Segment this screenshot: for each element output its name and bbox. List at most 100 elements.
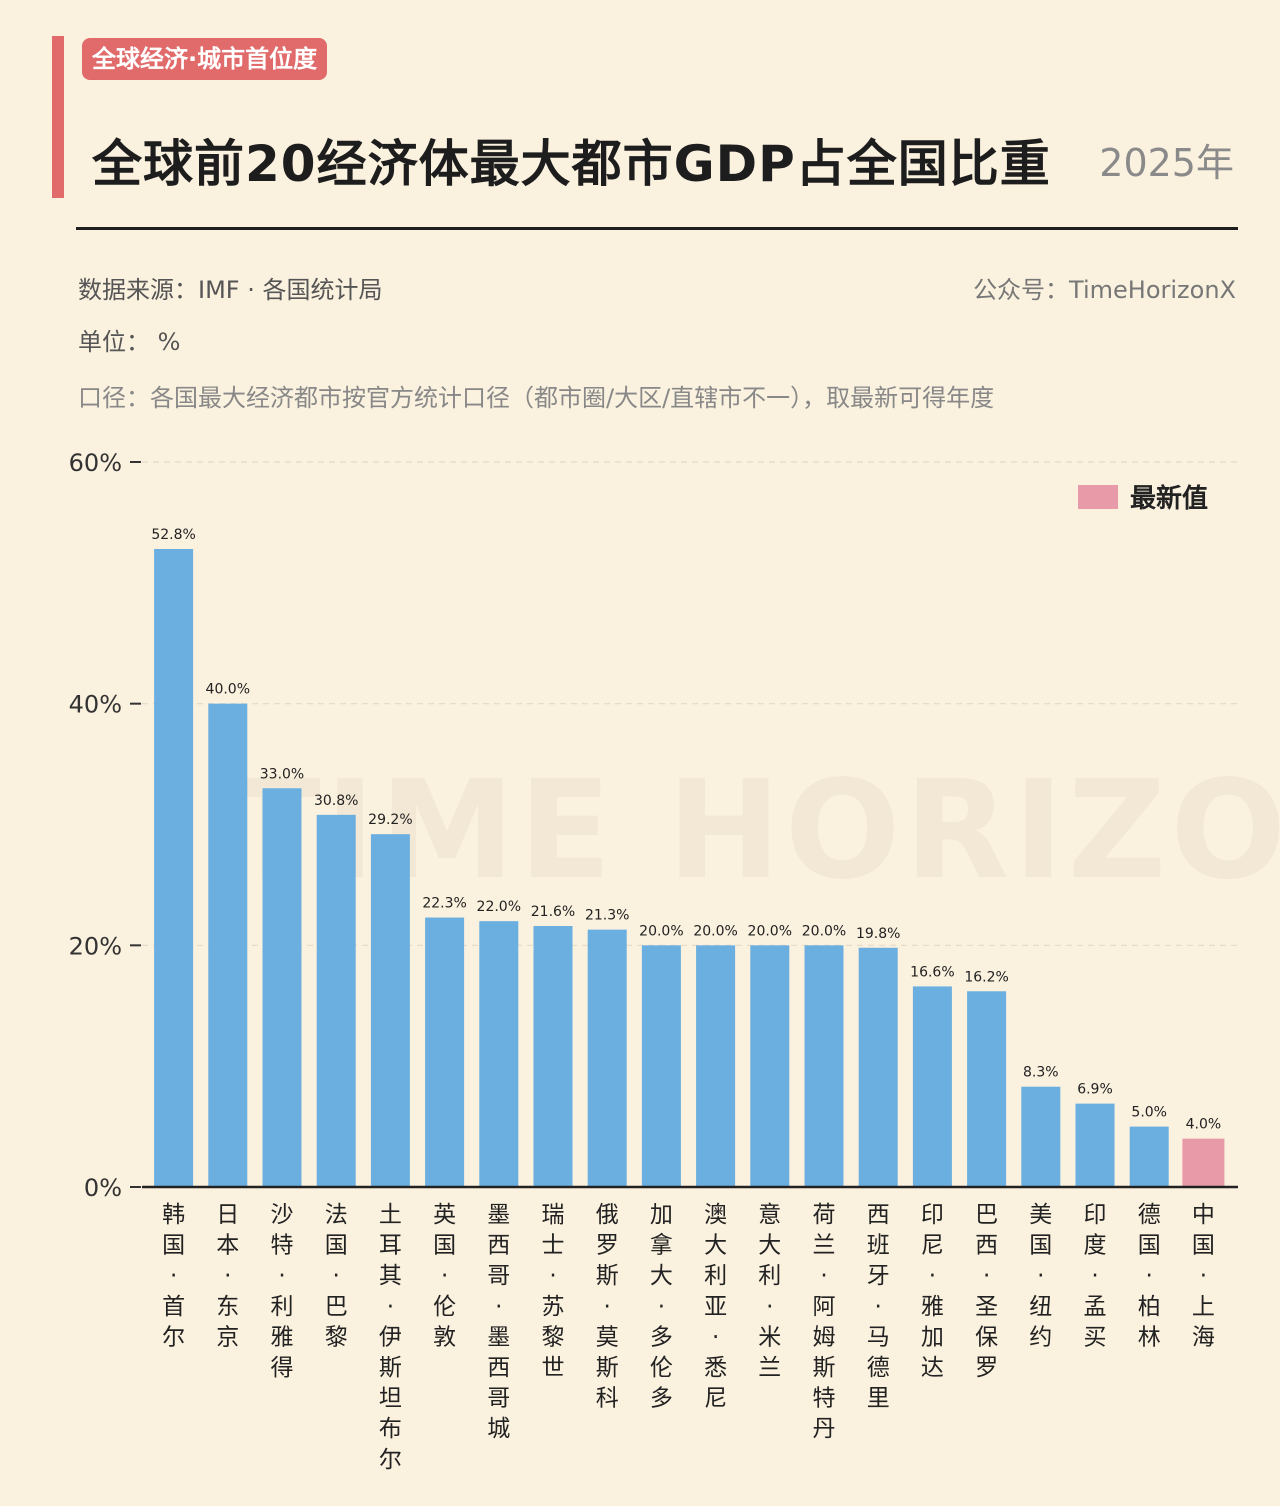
category-label-char: 丹 bbox=[813, 1416, 836, 1442]
value-label: 5.0% bbox=[1131, 1105, 1167, 1121]
category-label-char: · bbox=[495, 1294, 502, 1320]
category-label-char: 俄 bbox=[596, 1202, 619, 1228]
category-label-char: · bbox=[1200, 1263, 1207, 1289]
category-label-char: 城 bbox=[487, 1416, 510, 1442]
category-label-char: 孟 bbox=[1084, 1294, 1107, 1320]
category-label-char: 柏 bbox=[1138, 1294, 1161, 1320]
category-label-char: 尼 bbox=[704, 1386, 727, 1412]
category-label-char: 罗 bbox=[975, 1355, 998, 1381]
category-label-char: · bbox=[1091, 1263, 1098, 1289]
value-label: 29.2% bbox=[368, 812, 412, 828]
category-label-char: 加 bbox=[650, 1202, 673, 1228]
category-label-char: · bbox=[604, 1294, 611, 1320]
category-label-char: 利 bbox=[271, 1294, 294, 1320]
category-label-char: 印 bbox=[921, 1202, 944, 1228]
category-label-char: 英 bbox=[433, 1202, 456, 1228]
category-label-char: 哥 bbox=[487, 1263, 510, 1289]
category-label-char: · bbox=[1146, 1263, 1153, 1289]
legend: 最新值 bbox=[1078, 478, 1208, 515]
value-label: 33.0% bbox=[260, 766, 304, 782]
bar bbox=[262, 788, 302, 1187]
bar bbox=[316, 814, 356, 1187]
category-label-char: 德 bbox=[867, 1355, 890, 1381]
category-label-char: 斯 bbox=[596, 1263, 619, 1289]
value-label: 20.0% bbox=[748, 923, 792, 939]
category-label-char: 拿 bbox=[650, 1232, 673, 1259]
category-label-char: 得 bbox=[271, 1355, 294, 1381]
value-label: 40.0% bbox=[206, 682, 250, 698]
category-label-char: 尼 bbox=[921, 1233, 944, 1259]
bar bbox=[533, 926, 573, 1187]
value-label: 16.6% bbox=[910, 964, 954, 980]
value-label: 6.9% bbox=[1077, 1082, 1113, 1098]
category-label-char: 达 bbox=[921, 1355, 944, 1381]
category-label-char: 牙 bbox=[867, 1263, 890, 1289]
category-label-char: 雅 bbox=[271, 1324, 294, 1350]
category-label-char: 西 bbox=[487, 1355, 510, 1381]
category-label-char: 敦 bbox=[433, 1324, 456, 1350]
category-label-char: · bbox=[820, 1263, 827, 1289]
category-label-char: 姆 bbox=[813, 1324, 836, 1350]
bar bbox=[370, 834, 410, 1187]
category-label-char: 其 bbox=[379, 1263, 402, 1289]
value-label: 16.2% bbox=[964, 969, 1008, 985]
category-label-char: · bbox=[170, 1263, 177, 1289]
category-label-char: 多 bbox=[650, 1386, 673, 1412]
account-name: 公众号：TimeHorizonX bbox=[973, 276, 1236, 304]
category-label-char: 国 bbox=[325, 1233, 348, 1259]
category-label-char: · bbox=[224, 1263, 231, 1289]
category-label-char: 加 bbox=[921, 1324, 944, 1350]
category-label-char: 德 bbox=[1138, 1202, 1161, 1228]
value-label: 19.8% bbox=[856, 926, 900, 942]
category-label-char: 巴 bbox=[975, 1202, 998, 1228]
category-label-char: · bbox=[983, 1263, 990, 1289]
category-label-char: 沙 bbox=[271, 1202, 294, 1228]
unit-label: 单位： % bbox=[78, 328, 181, 356]
category-label-char: 斯 bbox=[379, 1355, 402, 1381]
category-label-char: 韩 bbox=[162, 1202, 185, 1228]
bar bbox=[479, 921, 519, 1187]
category-label-char: 亚 bbox=[704, 1294, 727, 1320]
category-label-char: 特 bbox=[271, 1233, 294, 1259]
category-label-char: 坦 bbox=[379, 1386, 402, 1412]
category-label-char: 大 bbox=[650, 1263, 673, 1289]
bar bbox=[208, 703, 248, 1187]
category-label-char: 伦 bbox=[650, 1355, 673, 1381]
value-label: 22.3% bbox=[422, 896, 466, 912]
category-label-char: 墨 bbox=[487, 1202, 510, 1228]
category-label-char: 荷 bbox=[813, 1202, 836, 1228]
category-label-char: 国 bbox=[1192, 1233, 1215, 1259]
category-label-char: · bbox=[712, 1324, 719, 1350]
value-label: 4.0% bbox=[1186, 1117, 1222, 1133]
category-label-char: · bbox=[549, 1263, 556, 1289]
category-label-char: · bbox=[1037, 1263, 1044, 1289]
category-label-char: 林 bbox=[1138, 1324, 1161, 1350]
category-label-char: 日 bbox=[216, 1202, 239, 1228]
category-label-char: 悉 bbox=[704, 1355, 727, 1381]
category-label-char: 米 bbox=[758, 1324, 781, 1350]
value-label: 20.0% bbox=[802, 923, 846, 939]
category-label-char: 买 bbox=[1084, 1324, 1107, 1350]
category-label-char: 兰 bbox=[758, 1355, 781, 1381]
y-tick-label: 20% bbox=[69, 932, 122, 960]
category-label-char: · bbox=[441, 1263, 448, 1289]
category-label-char: 海 bbox=[1192, 1324, 1215, 1350]
chart-title: 全球前20经济体最大都市GDP占全国比重 bbox=[92, 135, 1051, 193]
category-label-char: 美 bbox=[1029, 1202, 1052, 1228]
category-label-char: 中 bbox=[1192, 1202, 1215, 1228]
category-label-char: 首 bbox=[162, 1294, 185, 1320]
value-label: 22.0% bbox=[477, 899, 521, 915]
category-label-char: 大 bbox=[704, 1233, 727, 1259]
category-label-char: 世 bbox=[542, 1355, 565, 1381]
category-label-char: 班 bbox=[867, 1233, 890, 1259]
category-label-char: 东 bbox=[216, 1294, 239, 1320]
methodology-note: 口径：各国最大经济都市按官方统计口径（都市圈/大区/直辖市不一），取最新可得年度 bbox=[78, 384, 995, 412]
category-label-char: · bbox=[929, 1263, 936, 1289]
category-label-char: 巴 bbox=[325, 1294, 348, 1320]
category-label-char: 阿 bbox=[813, 1294, 836, 1320]
category-label-char: 约 bbox=[1029, 1324, 1052, 1350]
category-label-char: 本 bbox=[216, 1233, 239, 1259]
category-label-char: 黎 bbox=[542, 1324, 565, 1350]
bar bbox=[425, 917, 465, 1187]
category-label-char: 马 bbox=[867, 1324, 890, 1350]
